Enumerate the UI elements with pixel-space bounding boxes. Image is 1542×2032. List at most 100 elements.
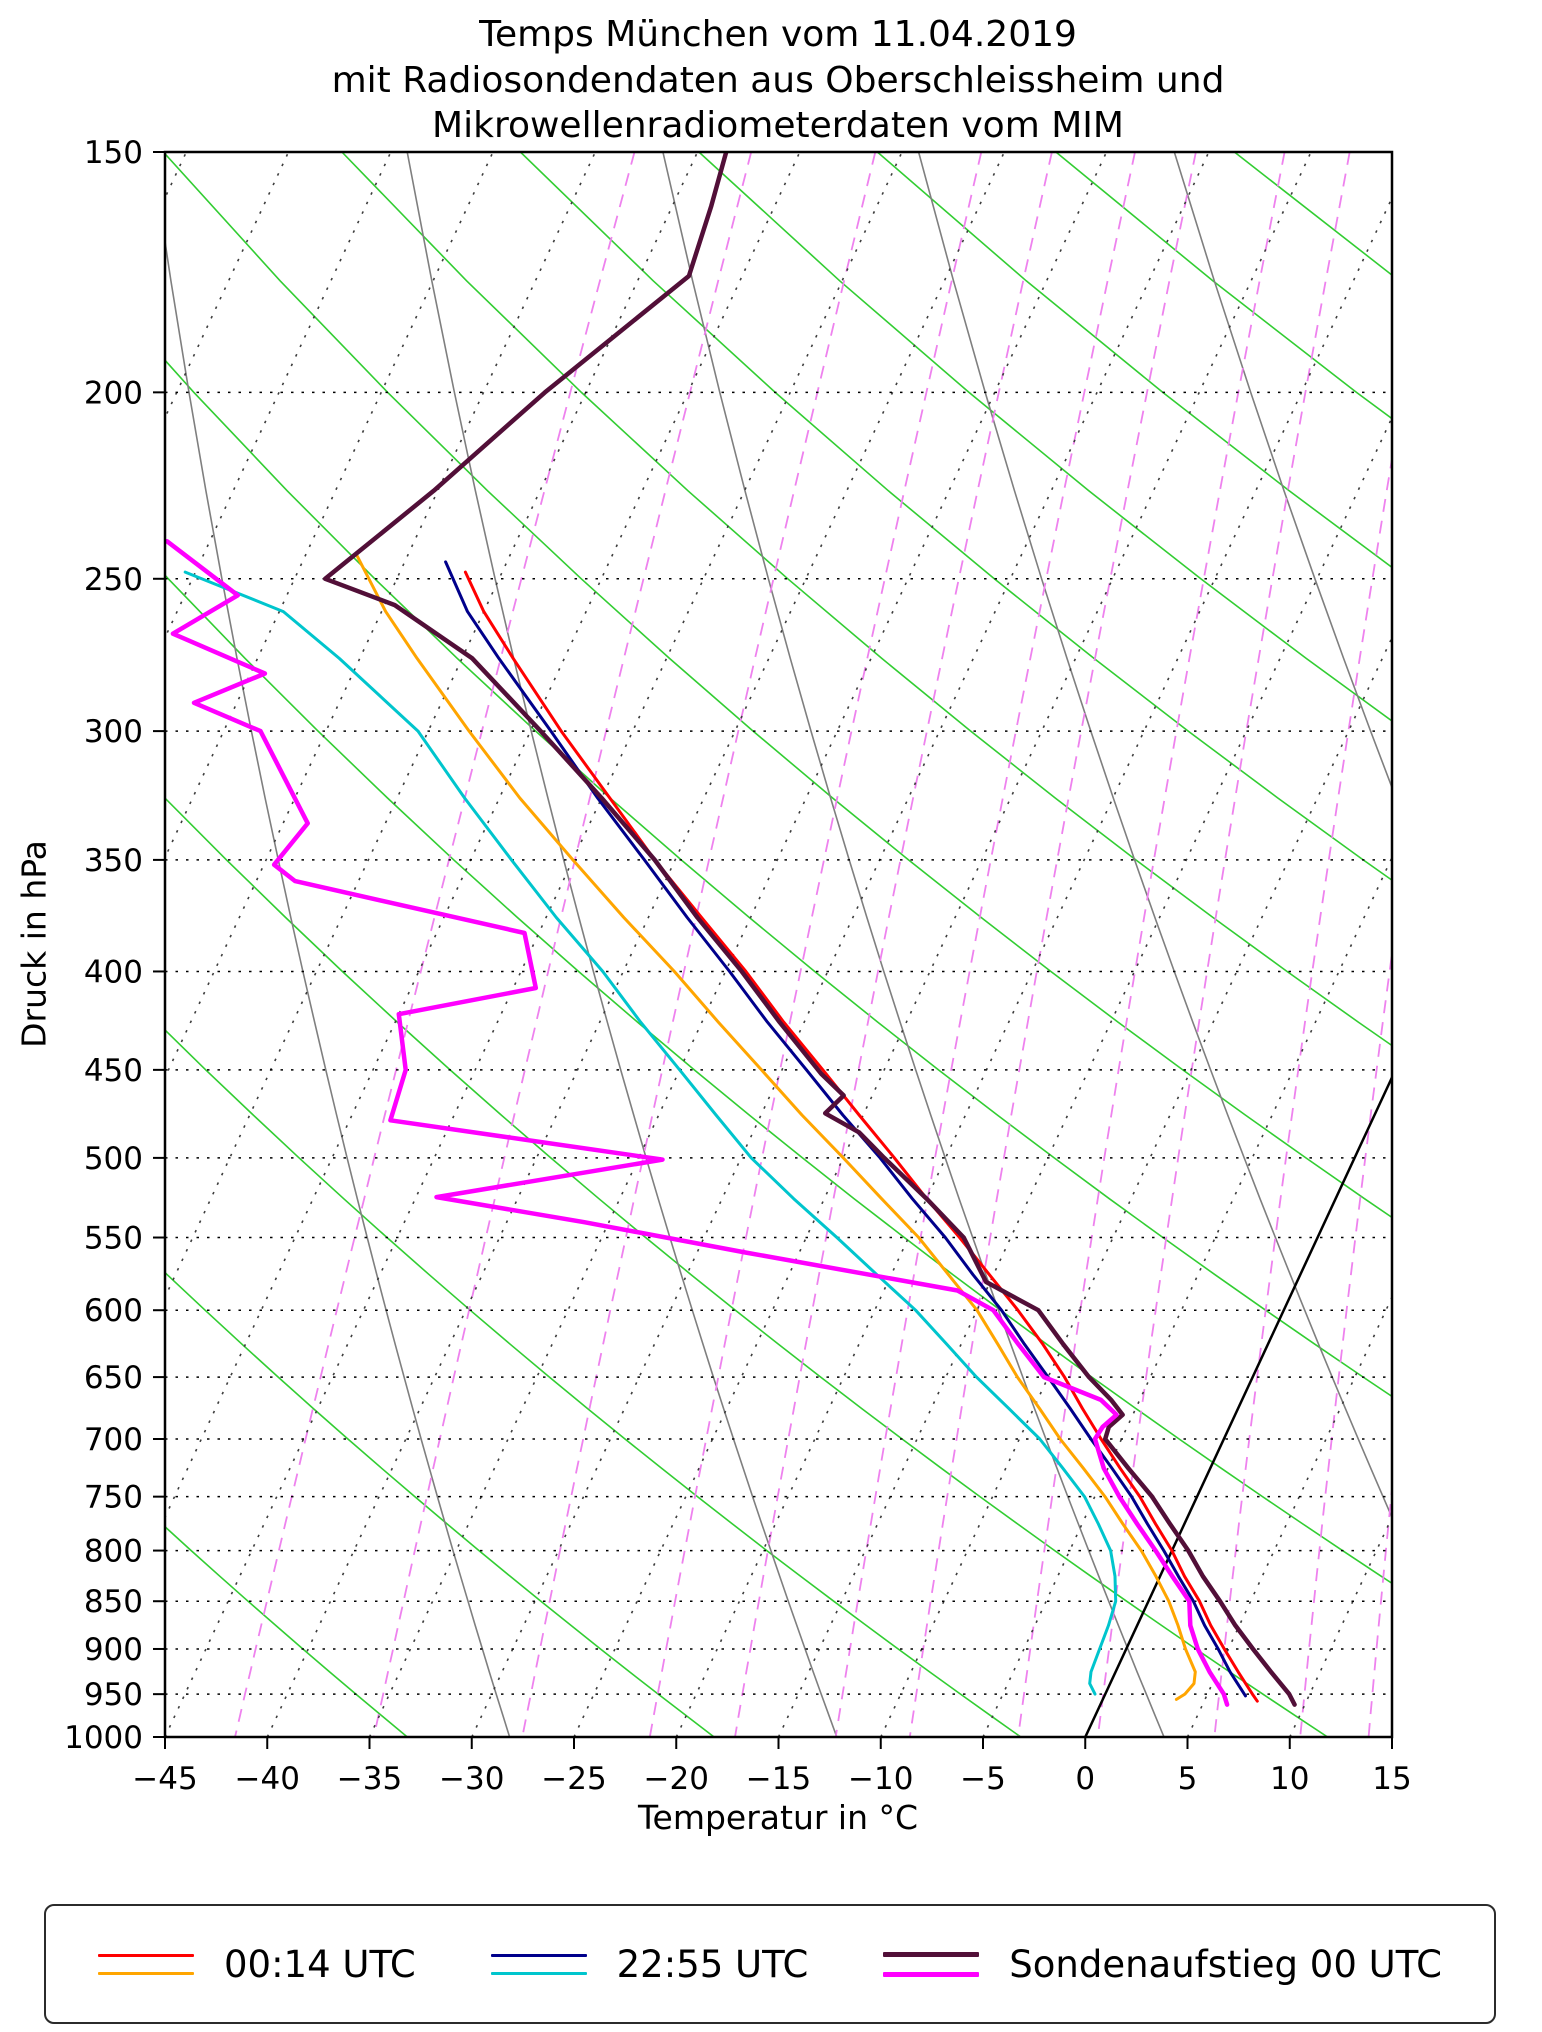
legend-swatch-line xyxy=(490,1953,587,1957)
chart-title-line2: mit Radiosondendaten aus Oberschleisshei… xyxy=(331,59,1225,101)
y-tick-label: 750 xyxy=(84,1480,143,1516)
dewpoint-0014utc-curve xyxy=(355,553,1197,1701)
x-tick-label: −30 xyxy=(439,1761,504,1797)
x-tick-label: −45 xyxy=(132,1761,197,1797)
isotherm-line xyxy=(471,152,1210,1737)
dry-adiabat-line xyxy=(1413,152,1542,1737)
legend-swatch-line xyxy=(883,1951,980,1957)
isotherm-line xyxy=(1289,1515,1392,1737)
x-tick-label: −40 xyxy=(235,1761,300,1797)
moist-adiabat-line xyxy=(662,152,1165,1737)
moist-adiabat-line xyxy=(1173,152,1392,790)
y-axis-label: Druck in hPa xyxy=(14,840,54,1048)
isotherm-line xyxy=(165,152,699,1300)
mixing-ratio-line xyxy=(908,152,1197,1737)
legend-label-0014utc: 00:14 UTC xyxy=(224,1942,416,1986)
dry-adiabat-line xyxy=(519,152,1392,882)
zero-isotherm-line xyxy=(1084,1074,1392,1737)
grid-lines xyxy=(165,152,1542,1737)
mixing-ratio-line xyxy=(521,152,877,1737)
dry-adiabat-line xyxy=(876,152,1392,569)
dewpoint-2255utc-curve xyxy=(183,570,1118,1696)
mixing-ratio-line xyxy=(648,152,983,1737)
isotherm-line xyxy=(675,195,1392,1737)
moist-adiabat-line xyxy=(406,152,838,1737)
legend-swatches-2255utc xyxy=(490,1953,587,1975)
x-tick-label: −10 xyxy=(848,1761,913,1797)
isotherm-line xyxy=(1391,1735,1392,1737)
y-tick-label: 950 xyxy=(84,1677,143,1713)
legend-swatches-0014utc xyxy=(98,1953,194,1975)
plot-frame xyxy=(163,150,1394,1739)
chart-title: Temps München vom 11.04.2019 mit Radioso… xyxy=(332,12,1225,149)
moist-adiabat-line xyxy=(165,236,511,1737)
legend-label-sonde-00utc: Sondenaufstieg 00 UTC xyxy=(1009,1942,1442,1986)
dry-adiabat-line xyxy=(165,1525,408,1737)
isotherm-line xyxy=(165,152,801,1520)
isotherm-line xyxy=(368,152,1108,1737)
dry-adiabat-line xyxy=(165,152,1392,1219)
x-axis-label: Temperatur in °C xyxy=(637,1798,919,1837)
moist-adiabat-line xyxy=(1430,152,1542,1737)
x-tick-label: −35 xyxy=(337,1761,402,1797)
isotherm-line xyxy=(982,855,1392,1737)
y-tick-label: 700 xyxy=(84,1422,143,1458)
isotherm-line xyxy=(165,152,392,640)
dry-adiabat-line xyxy=(165,1028,1022,1737)
y-tick-label: 150 xyxy=(84,135,143,171)
chart-title-line1: Temps München vom 11.04.2019 xyxy=(479,14,1077,55)
x-tick-label: −20 xyxy=(644,1761,709,1797)
x-tick-label: −5 xyxy=(960,1761,1006,1797)
x-tick-label: 10 xyxy=(1270,1761,1309,1797)
mixing-ratio-line xyxy=(1096,152,1351,1737)
axis-ticks: 1502002503003504004505005506006507007508… xyxy=(64,135,1412,1797)
mixing-ratio-line xyxy=(1017,152,1286,1737)
temperature-sonde-00utc-curve xyxy=(322,152,1297,1707)
x-tick-label: 5 xyxy=(1178,1761,1198,1797)
y-tick-label: 450 xyxy=(84,1053,143,1089)
isotherm-line xyxy=(165,152,903,1737)
moist-adiabat-line xyxy=(917,152,1392,1520)
dry-adiabat-line xyxy=(698,152,1392,723)
y-tick-label: 400 xyxy=(84,954,143,990)
x-tick-label: 15 xyxy=(1372,1761,1411,1797)
y-tick-label: 600 xyxy=(84,1293,143,1329)
y-tick-label: 250 xyxy=(84,562,143,598)
isotherm-line xyxy=(266,152,1006,1737)
profile-curves xyxy=(165,152,1297,1707)
dry-adiabat-line xyxy=(165,574,1392,1585)
y-tick-label: 200 xyxy=(84,375,143,411)
dewpoint-sonde-00utc-curve xyxy=(165,538,1230,1707)
legend-swatches-sonde-00utc xyxy=(883,1951,980,1977)
mixing-ratio-line xyxy=(1475,152,1542,1737)
legend-item-sonde-00utc: Sondenaufstieg 00 UTC xyxy=(883,1943,1442,1986)
y-tick-label: 300 xyxy=(84,714,143,750)
y-tick-label: 650 xyxy=(84,1360,143,1396)
mixing-ratio-line xyxy=(734,152,1053,1737)
legend-item-0014utc: 00:14 UTC xyxy=(98,1943,416,1986)
y-tick-label: 350 xyxy=(84,843,143,879)
dry-adiabat-line xyxy=(165,1271,715,1737)
mixing-ratio-line xyxy=(834,152,1136,1737)
mixing-ratio-line xyxy=(1299,947,1392,1737)
dry-adiabat-line xyxy=(165,359,1392,1398)
dry-adiabat-line xyxy=(165,796,1329,1737)
y-tick-label: 800 xyxy=(84,1534,143,1570)
legend-item-2255utc: 22:55 UTC xyxy=(490,1942,809,1986)
legend-swatch-line xyxy=(883,1971,980,1977)
legend-swatch-line xyxy=(98,1953,194,1957)
legend-swatch-line xyxy=(490,1971,587,1975)
chart-title-line3: Mikrowellenradiometerdaten vom MIM xyxy=(432,105,1124,147)
temperature-2255utc-curve xyxy=(444,560,1247,1698)
legend-swatch-line xyxy=(98,1971,194,1975)
mixing-ratio-line xyxy=(372,152,753,1737)
legend-label-2255utc: 22:55 UTC xyxy=(616,1942,809,1986)
y-tick-label: 500 xyxy=(84,1141,143,1177)
mixing-ratio-line xyxy=(234,152,636,1737)
isotherm-line xyxy=(880,635,1392,1737)
y-tick-label: 850 xyxy=(84,1584,143,1620)
mixing-ratio-line xyxy=(1213,453,1392,1737)
isotherm-line xyxy=(1186,1295,1392,1737)
dry-adiabat-line xyxy=(1233,152,1392,277)
